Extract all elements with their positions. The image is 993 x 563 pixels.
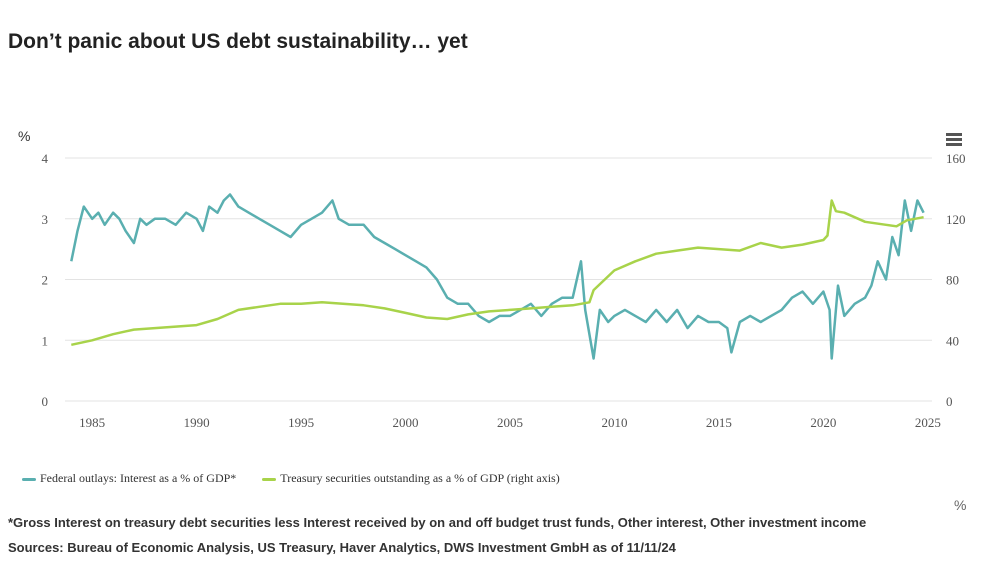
legend-item-interest[interactable]: Federal outlays: Interest as a % of GDP* — [22, 471, 236, 486]
y-axis-unit-label: % — [18, 128, 30, 144]
x-tick-label: 2000 — [393, 415, 419, 430]
chart-title: Don’t panic about US debt sustainability… — [8, 30, 468, 53]
y2-tick-label: 40 — [946, 333, 959, 348]
x-tick-label: 1995 — [288, 415, 314, 430]
y2-tick-label: 120 — [946, 212, 966, 227]
x-tick-label: 2005 — [497, 415, 523, 430]
x-tick-label: 1985 — [79, 415, 105, 430]
x-tick-label: 1990 — [184, 415, 210, 430]
y-tick-label: 2 — [42, 273, 49, 288]
legend-item-treasury[interactable]: Treasury securities outstanding as a % o… — [262, 471, 560, 486]
y2-tick-label: 160 — [946, 151, 966, 166]
right-unit-label: % — [954, 497, 967, 513]
y-tick-label: 0 — [42, 394, 49, 409]
y-tick-label: 4 — [42, 151, 49, 166]
hamburger-menu-icon[interactable] — [946, 133, 962, 148]
line-chart: % 0 0 1 40 2 80 3 120 4 160 1985 1990 1995 2000 2005 20… — [18, 128, 966, 430]
legend: Federal outlays: Interest as a % of GDP*… — [22, 471, 560, 486]
interest-series-line — [70, 193, 925, 360]
y2-tick-label: 80 — [946, 273, 959, 288]
y-tick-label: 1 — [42, 333, 49, 348]
y2-tick-label: 0 — [946, 394, 953, 409]
treasury-series-line — [71, 199, 924, 347]
footnote: *Gross Interest on treasury debt securit… — [8, 515, 867, 530]
x-tick-label: 2020 — [810, 415, 836, 430]
x-tick-label: 2015 — [706, 415, 732, 430]
x-tick-label: 2025 — [915, 415, 941, 430]
sources: Sources: Bureau of Economic Analysis, US… — [8, 540, 676, 555]
x-tick-label: 2010 — [601, 415, 627, 430]
y-tick-label: 3 — [42, 212, 49, 227]
